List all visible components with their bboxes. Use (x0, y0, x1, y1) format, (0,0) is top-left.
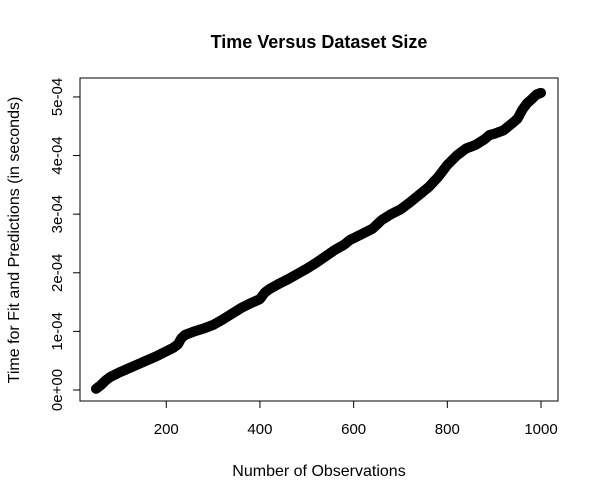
x-axis: 200 400 600 800 1000 (154, 400, 558, 438)
x-tick-label: 800 (435, 421, 460, 438)
x-tick-label: 200 (154, 421, 179, 438)
y-tick-label: 2e-04 (49, 254, 66, 292)
plot-frame (79, 77, 559, 402)
y-tick-label: 0e+00 (49, 369, 66, 411)
y-tick-label: 5e-04 (49, 78, 66, 116)
y-tick-label: 3e-04 (49, 195, 66, 233)
x-tick-label: 1000 (524, 421, 557, 438)
y-tick-label: 1e-04 (49, 312, 66, 350)
x-axis-label: Number of Observations (232, 463, 405, 480)
chart-title: Time Versus Dataset Size (211, 32, 428, 52)
x-tick-label: 600 (341, 421, 366, 438)
y-axis-label: Time for Fit and Predictions (in seconds… (6, 97, 23, 384)
y-tick-label: 4e-04 (49, 136, 66, 174)
y-axis: 0e+00 1e-04 2e-04 3e-04 4e-04 5e-04 (49, 78, 81, 411)
data-points (91, 87, 546, 394)
x-tick-label: 400 (247, 421, 272, 438)
data-point (535, 87, 546, 98)
